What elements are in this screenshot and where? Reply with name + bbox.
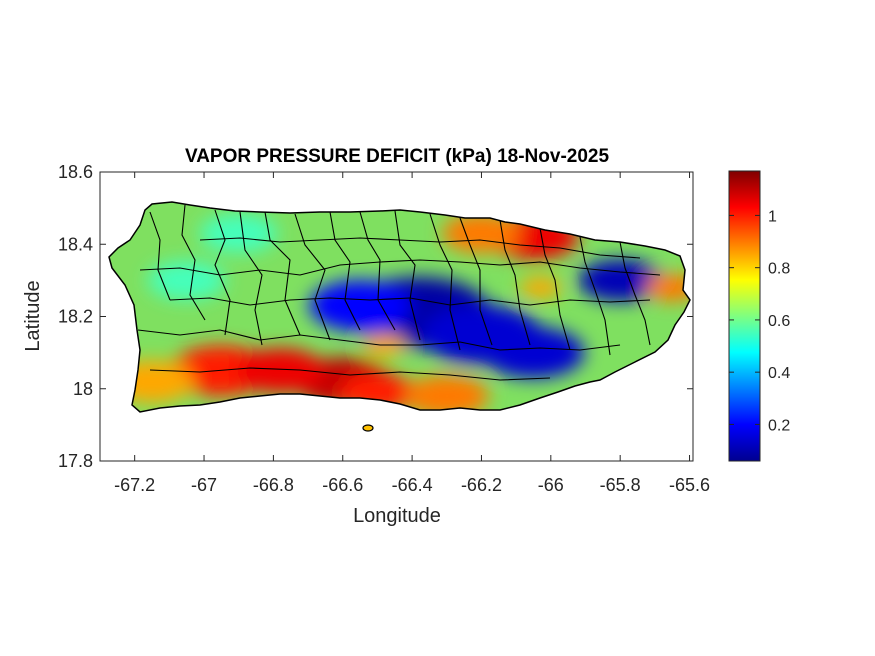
municipality-boundary (499, 219, 531, 346)
y-tick-label: 18.6 (58, 162, 93, 182)
municipality-boundary (294, 213, 331, 341)
municipality-boundary (539, 227, 571, 351)
municipality-boundary (137, 329, 621, 351)
colorbar-tick-label: 0.8 (768, 261, 790, 278)
coastline (108, 201, 691, 413)
y-tick-label: 18.4 (58, 234, 93, 254)
x-tick-label: -65.6 (669, 475, 710, 495)
municipality-boundary (459, 217, 493, 346)
x-tick-label: -67 (191, 475, 217, 495)
y-tick-label: 18.2 (58, 307, 93, 327)
municipality-boundary (429, 213, 461, 351)
municipality-boundary (149, 367, 551, 381)
colorbar-tick-label: 0.2 (768, 417, 790, 434)
x-tick-label: -66 (538, 475, 564, 495)
municipality-boundary (139, 259, 661, 276)
x-tick-label: -66.8 (253, 475, 294, 495)
municipality-boundary (149, 211, 171, 301)
field-anomaly (147, 260, 226, 300)
colorbar-tick-label: 1 (768, 208, 777, 225)
field-anomaly (235, 348, 326, 394)
municipality-boundary (239, 211, 263, 346)
caja-de-muertos-islet (362, 424, 374, 432)
y-axis: 17.8 18 18.2 18.4 18.6 (58, 162, 693, 471)
municipality-boundaries (137, 204, 661, 381)
field-anomaly (519, 277, 562, 299)
municipality-boundary (181, 204, 206, 321)
x-tick-label: -65.8 (600, 475, 641, 495)
municipality-boundary (329, 211, 361, 331)
municipality-boundary (214, 209, 231, 336)
x-tick-label: -66.4 (392, 475, 433, 495)
field-anomaly (404, 374, 489, 412)
x-tick-label: -66.2 (461, 475, 502, 495)
municipality-boundary (359, 211, 396, 331)
x-tick-label: -67.2 (114, 475, 155, 495)
x-tick-label: -66.6 (322, 475, 363, 495)
y-tick-label: 17.8 (58, 451, 93, 471)
municipality-boundary (394, 210, 421, 341)
colorbar-tick-label: 0.4 (768, 365, 790, 382)
colorbar-tick-label: 0.6 (768, 313, 790, 330)
colorbar (728, 170, 761, 462)
municipality-boundary (199, 237, 641, 259)
chart-title: VAPOR PRESSURE DEFICIT (kPa) 18-Nov-2025 (185, 146, 610, 167)
municipality-boundary (619, 241, 651, 346)
municipality-boundary (264, 211, 301, 336)
x-axis: -67.2 -67 -66.8 -66.6 -66.4 -66.2 -66 -65.8 -65.… (114, 172, 710, 495)
y-tick-label: 18 (73, 379, 93, 399)
x-axis-label: Longitude (353, 505, 441, 527)
municipality-boundary (169, 297, 651, 306)
municipality-boundary (579, 236, 611, 356)
colorbar-ticks: 0.2 0.4 0.6 0.8 1 (729, 208, 790, 434)
field-anomaly (309, 280, 412, 332)
y-axis-label: Latitude (22, 280, 44, 351)
field-anomaly (482, 327, 585, 379)
